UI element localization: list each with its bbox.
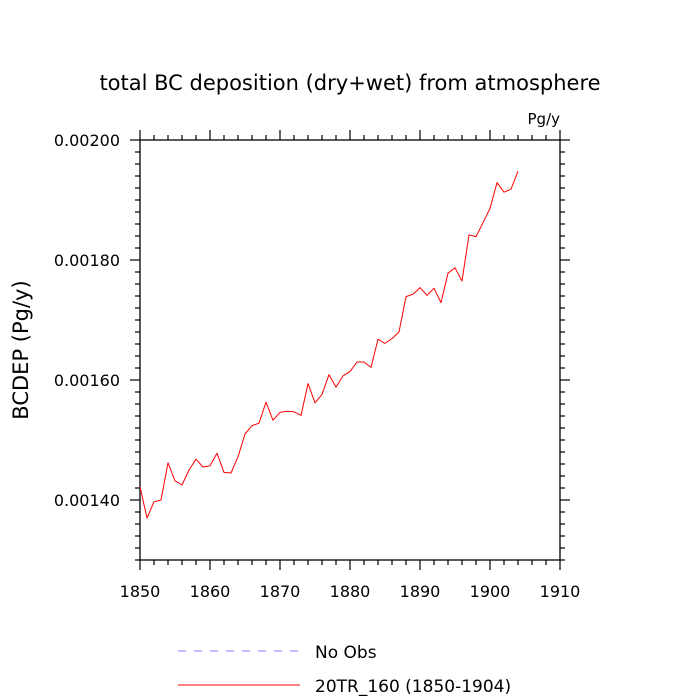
x-tick-label: 1880 bbox=[330, 582, 371, 601]
x-tick-label: 1870 bbox=[260, 582, 301, 601]
y-axis-label: BCDEP (Pg/y) bbox=[9, 280, 33, 419]
chart-title: total BC deposition (dry+wet) from atmos… bbox=[99, 71, 600, 95]
x-tick-label: 1910 bbox=[540, 582, 581, 601]
axis-ticks bbox=[130, 130, 570, 570]
y-tick-label: 0.00200 bbox=[54, 131, 120, 150]
y-tick-label: 0.00180 bbox=[54, 251, 120, 270]
series-layer bbox=[139, 171, 519, 519]
legend: No Obs 20TR_160 (1850-1904) bbox=[178, 643, 511, 697]
y-tick-label: 0.00140 bbox=[54, 491, 120, 510]
legend-label-no-obs: No Obs bbox=[315, 643, 377, 663]
legend-label-20tr-160: 20TR_160 (1850-1904) bbox=[315, 677, 511, 697]
x-tick-label: 1860 bbox=[190, 582, 231, 601]
x-tick-label: 1850 bbox=[120, 582, 161, 601]
y-tick-labels: 0.00140 0.00160 0.00180 0.00200 bbox=[54, 131, 120, 510]
x-tick-labels: 1850 1860 1870 1880 1890 1900 1910 bbox=[120, 582, 581, 601]
plot-frame bbox=[139, 139, 561, 561]
series-line-1 bbox=[139, 171, 519, 519]
y-tick-label: 0.00160 bbox=[54, 371, 120, 390]
x-tick-label: 1900 bbox=[470, 582, 511, 601]
units-label: Pg/y bbox=[528, 110, 561, 128]
x-tick-label: 1890 bbox=[400, 582, 441, 601]
